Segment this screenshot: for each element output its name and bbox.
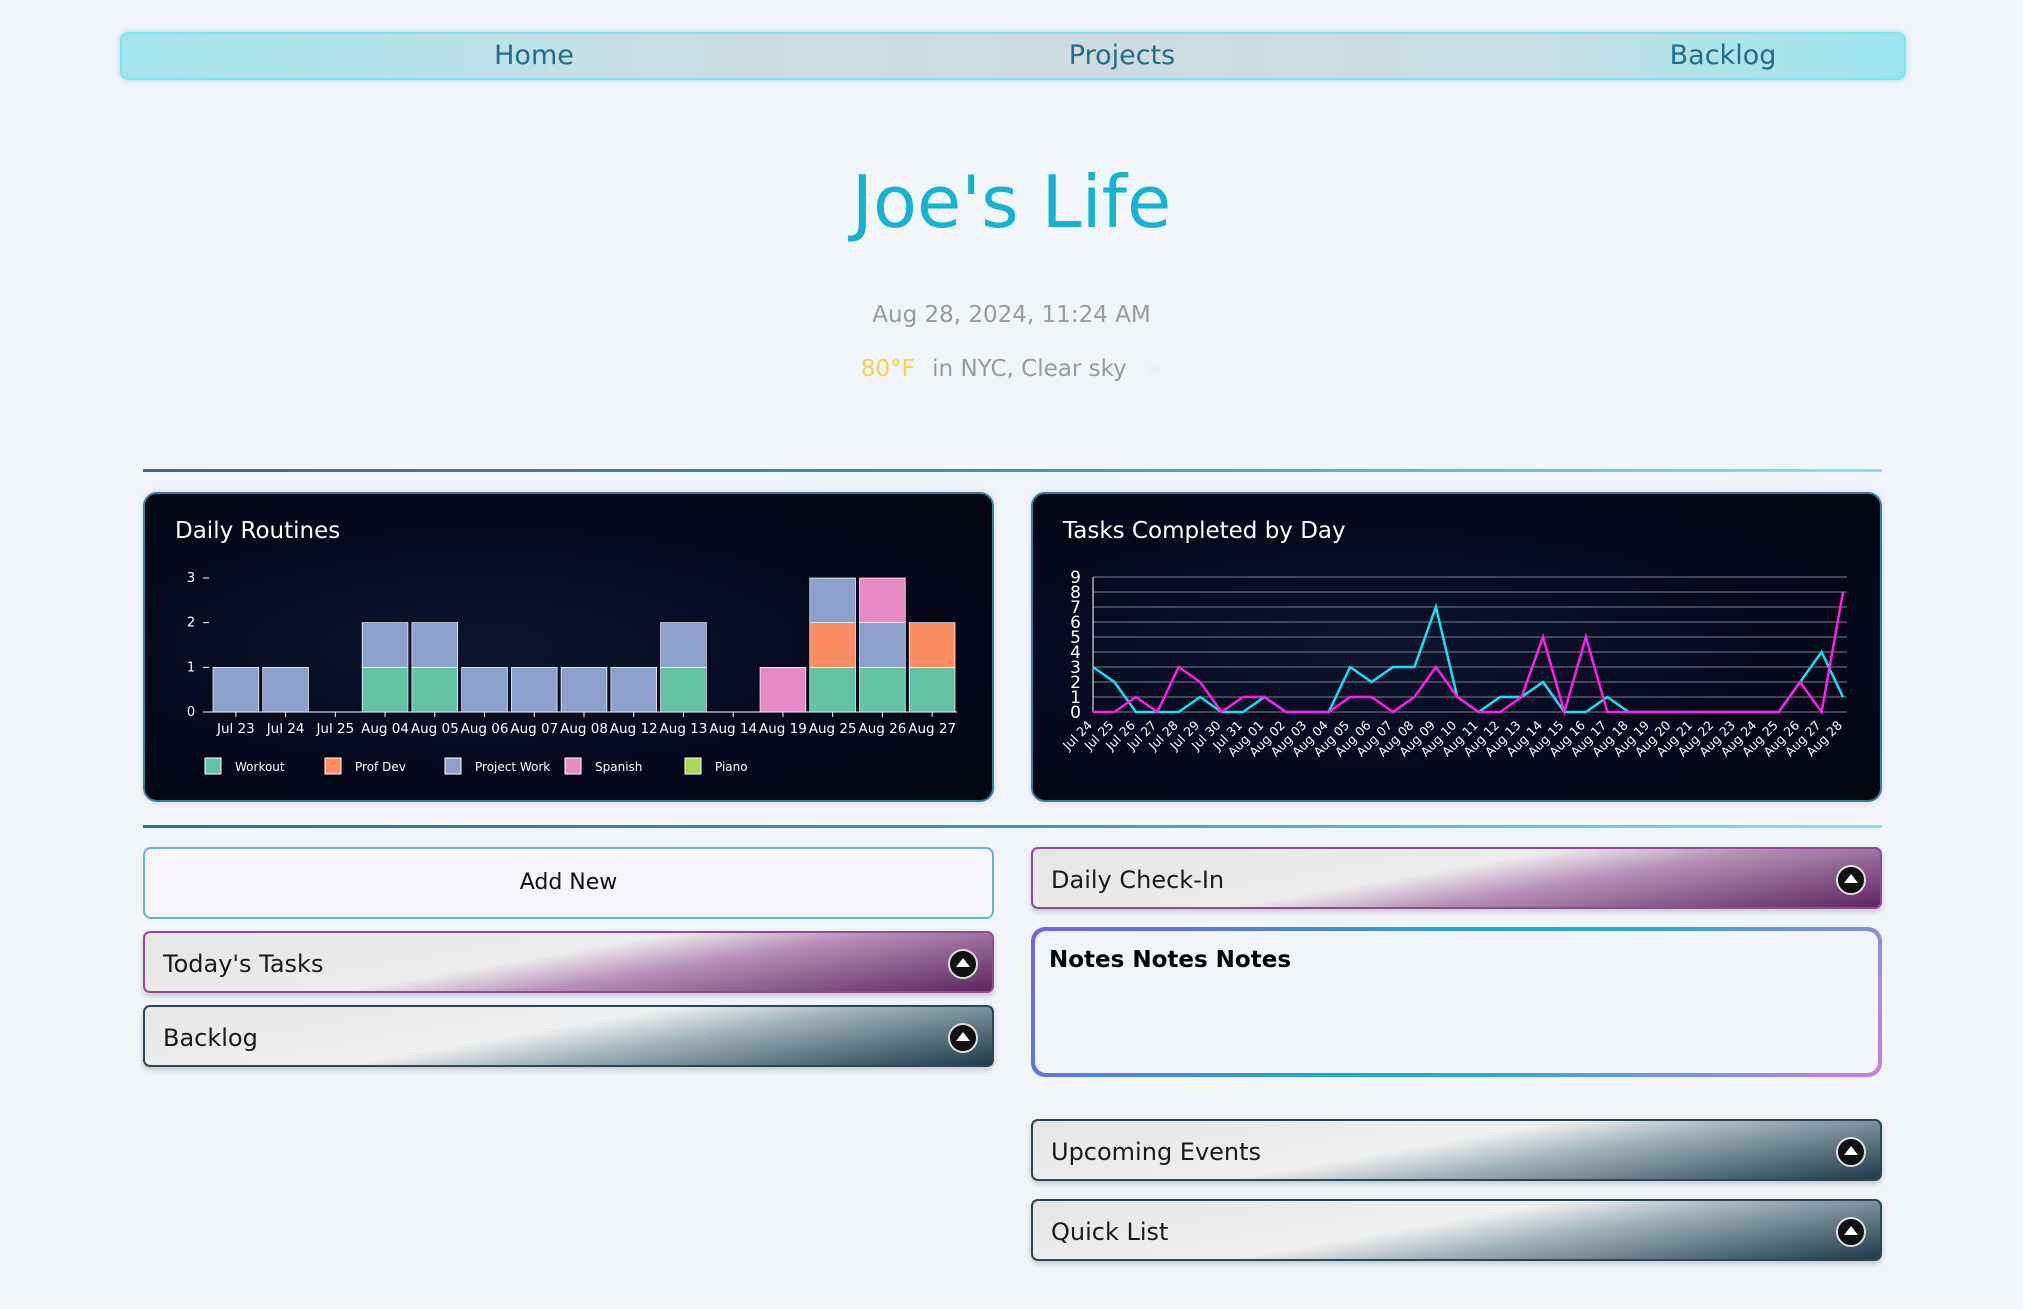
x-tick-label: Aug 07 (510, 721, 558, 737)
legend-swatch (684, 757, 702, 775)
bar-segment (660, 622, 707, 668)
legend-swatch (564, 757, 582, 775)
bar-segment (809, 577, 856, 624)
bar-segment (511, 666, 558, 713)
collapse-icon[interactable] (1836, 1137, 1866, 1167)
bar-segment (759, 666, 807, 713)
daily-checkin-accordion[interactable]: Daily Check-In (1031, 847, 1882, 909)
bar-segment (809, 666, 856, 713)
legend-swatch (324, 757, 342, 775)
bar-segment (908, 666, 956, 713)
x-tick-label: Aug 25 (809, 721, 857, 737)
daily-checkin-label: Daily Check-In (1051, 866, 1225, 894)
add-new-button[interactable]: Add New (143, 847, 994, 919)
bar-segment (859, 622, 906, 668)
bar-segment (361, 666, 409, 713)
x-tick-label: Aug 08 (560, 721, 608, 737)
bar-segment (411, 666, 459, 713)
nav-projects-link[interactable]: Projects (1068, 40, 1176, 71)
y-tick-label: 8 (1070, 583, 1081, 603)
x-tick-label: Jul 23 (216, 721, 255, 737)
bar-segment (859, 577, 906, 624)
bar-segment (660, 666, 707, 713)
y-tick-label: 7 (1070, 598, 1081, 618)
x-tick-label: Aug 26 (858, 721, 906, 737)
weather-info: 80°F in NYC, Clear sky ☼ (0, 356, 2023, 382)
y-tick-label: 4 (1070, 643, 1081, 663)
current-datetime: Aug 28, 2024, 11:24 AM (872, 302, 1151, 328)
daily-routines-chart: 0 1 2 3 Jul 23 Jul 24 Jul 25 Aug 04 Aug 05 Aug 06… (187, 571, 957, 775)
y-tick-label: 3 (187, 571, 195, 586)
x-tick-label: Aug 13 (660, 721, 708, 737)
bar-segment (212, 666, 260, 713)
bar-segment (461, 666, 508, 713)
todays-tasks-accordion[interactable]: Today's Tasks (143, 931, 994, 993)
y-tick-label: 0 (187, 705, 195, 720)
tasks-completed-panel: Tasks Completed by Day 0 1 2 3 4 5 6 7 8 9 Jul 24 J… (1031, 492, 1882, 802)
y-tick-label: 0 (1070, 703, 1081, 723)
x-tick-label: Aug 14 (709, 721, 757, 737)
x-tick-label: Aug 05 (411, 721, 459, 737)
bottom-divider (143, 825, 1882, 828)
daily-routines-panel: Daily Routines 0 1 2 3 Jul 23 Jul 24 Jul 25 Aug… (143, 492, 994, 802)
collapse-icon[interactable] (1836, 865, 1866, 895)
todays-tasks-label: Today's Tasks (163, 950, 324, 978)
daily-routines-title: Daily Routines (175, 518, 341, 544)
collapse-icon[interactable] (1836, 1217, 1866, 1247)
legend-label: Prof Dev (355, 760, 406, 774)
legend-label: Workout (235, 760, 285, 774)
legend-label: Spanish (595, 760, 642, 774)
x-tick-label: Aug 19 (759, 721, 807, 737)
y-tick-label: 5 (1070, 628, 1081, 648)
bar-segment (262, 666, 309, 713)
bar-segment (361, 622, 409, 668)
nav-backlog-link[interactable]: Backlog (1669, 40, 1777, 71)
quick-list-label: Quick List (1051, 1218, 1169, 1246)
legend-swatch (204, 757, 222, 775)
top-nav: Home Projects Backlog (120, 32, 1906, 80)
weather-location: in NYC, Clear sky (932, 356, 1127, 382)
x-tick-label: Aug 12 (610, 721, 658, 737)
series-line-2 (1093, 591, 1845, 717)
legend-label: Piano (715, 760, 748, 774)
x-tick-label: Aug 06 (461, 721, 509, 737)
bar-segment (809, 622, 856, 668)
y-tick-label: 1 (1070, 688, 1081, 708)
legend-swatch (444, 757, 462, 775)
bar-segment (908, 622, 956, 668)
page-title: Joe's Life (851, 160, 1172, 244)
nav-home-link[interactable]: Home (494, 40, 574, 71)
bar-segment (560, 666, 608, 713)
collapse-icon[interactable] (948, 949, 978, 979)
tasks-completed-title: Tasks Completed by Day (1063, 518, 1346, 544)
temperature: 80°F (860, 356, 915, 382)
backlog-accordion[interactable]: Backlog (143, 1005, 994, 1067)
notes-box[interactable]: Notes Notes Notes (1031, 927, 1882, 1077)
y-tick-label: 3 (1070, 658, 1081, 678)
bar-segment (411, 622, 459, 668)
sun-icon: ☼ (1146, 360, 1163, 381)
y-tick-label: 2 (187, 616, 195, 631)
y-tick-label: 1 (187, 660, 195, 675)
y-tick-label: 6 (1070, 613, 1081, 633)
series-line-1 (1092, 602, 1845, 714)
bar-segment (859, 666, 906, 713)
x-tick-label: Jul 24 (266, 721, 305, 737)
x-tick-label: Jul 25 (315, 721, 354, 737)
y-tick-label: 2 (1070, 673, 1081, 693)
backlog-label: Backlog (163, 1024, 258, 1052)
upcoming-events-accordion[interactable]: Upcoming Events (1031, 1119, 1882, 1181)
legend-label: Project Work (475, 760, 550, 774)
quick-list-accordion[interactable]: Quick List (1031, 1199, 1882, 1261)
notes-text[interactable]: Notes Notes Notes (1035, 931, 1878, 1073)
bar-segment (610, 666, 657, 713)
x-tick-label: Aug 27 (908, 721, 956, 737)
y-tick-label: 9 (1070, 568, 1081, 588)
upcoming-events-label: Upcoming Events (1051, 1138, 1262, 1166)
collapse-icon[interactable] (948, 1023, 978, 1053)
x-tick-label: Aug 04 (361, 721, 409, 737)
top-divider (143, 469, 1882, 472)
